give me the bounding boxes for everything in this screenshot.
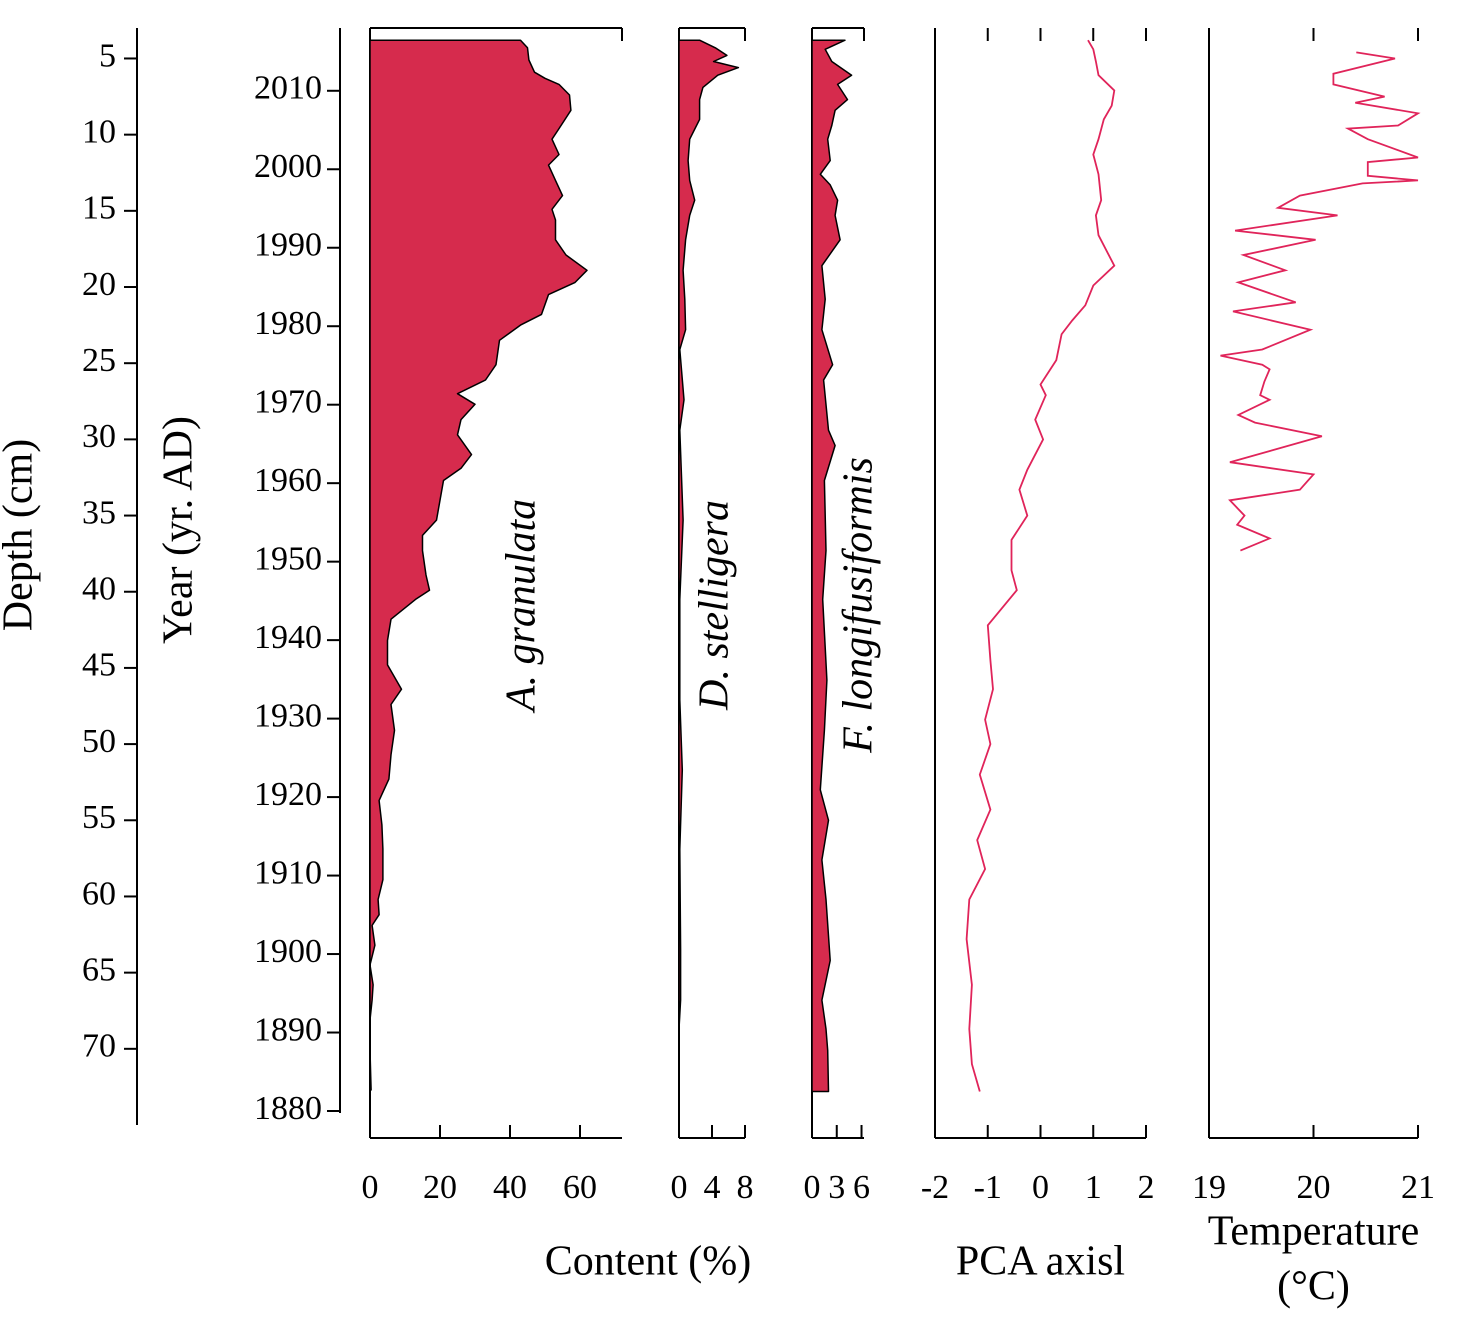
line [965,39,1116,1092]
depth-tick-label: 20 [82,266,116,303]
taxon-name: A. granulata [499,499,545,714]
x-tick-label: 60 [563,1169,597,1206]
depth-tick-label: 65 [82,951,116,988]
area [678,39,740,1030]
x-tick-label: 0 [804,1169,821,1206]
year-tick-label: 1930 [254,697,322,734]
x-tick-label: 0 [671,1169,688,1206]
x-tick-label: 20 [423,1169,457,1206]
line [1220,51,1421,552]
year-tick-label: 2000 [254,148,322,185]
x-axis-label: PCA axisl [956,1239,1125,1285]
depth-tick-label: 45 [82,647,116,684]
depth-axis-label: Depth (cm) [0,439,42,631]
x-tick-label: 8 [737,1169,754,1206]
x-tick-label: -2 [921,1169,949,1206]
year-tick-label: 2010 [254,70,322,107]
year-tick-label: 1970 [254,383,322,420]
depth-tick-label: 30 [82,418,116,455]
year-tick-label: 1880 [254,1090,322,1127]
x-tick-label: 19 [1192,1169,1226,1206]
depth-tick-label: 55 [82,799,116,836]
content-axis-label: Content (%) [545,1239,751,1285]
year-tick-label: 1940 [254,619,322,656]
year-tick-label: 1920 [254,776,322,813]
year-tick-label: 1910 [254,854,322,891]
year-tick-label: 1890 [254,1011,322,1048]
depth-tick-label: 70 [82,1028,116,1065]
year-tick-label: 1990 [254,227,322,264]
x-tick-label: 1 [1085,1169,1102,1206]
year-tick-label: 1950 [254,540,322,577]
x-tick-label: 20 [1297,1169,1331,1206]
area [369,39,588,1091]
taxon-name: D. stelligera [692,500,738,711]
x-tick-label: 2 [1138,1169,1155,1206]
x-tick-label: 21 [1401,1169,1435,1206]
depth-tick-label: 10 [82,113,116,150]
depth-tick-label: 35 [82,494,116,531]
depth-tick-label: 60 [82,875,116,912]
x-tick-label: 4 [704,1169,721,1206]
x-tick-label: 3 [828,1169,845,1206]
depth-tick-label: 50 [82,723,116,760]
area [811,39,853,1093]
depth-tick-label: 25 [82,342,116,379]
x-axis-label: Temperature [1208,1209,1420,1255]
depth-tick-label: 15 [82,190,116,227]
year-axis-label: Year (yr. AD) [156,416,202,644]
depth-tick-label: 40 [82,571,116,608]
taxon-name: F. longifusiformis [836,457,882,754]
x-axis-label: (°C) [1277,1264,1350,1310]
x-tick-label: 0 [362,1169,379,1206]
x-tick-label: -1 [974,1169,1002,1206]
year-tick-label: 1900 [254,933,322,970]
year-tick-label: 1980 [254,305,322,342]
year-tick-label: 1960 [254,462,322,499]
x-tick-label: 0 [1032,1169,1049,1206]
depth-tick-label: 5 [99,37,116,74]
x-tick-label: 6 [853,1169,870,1206]
x-tick-label: 40 [493,1169,527,1206]
